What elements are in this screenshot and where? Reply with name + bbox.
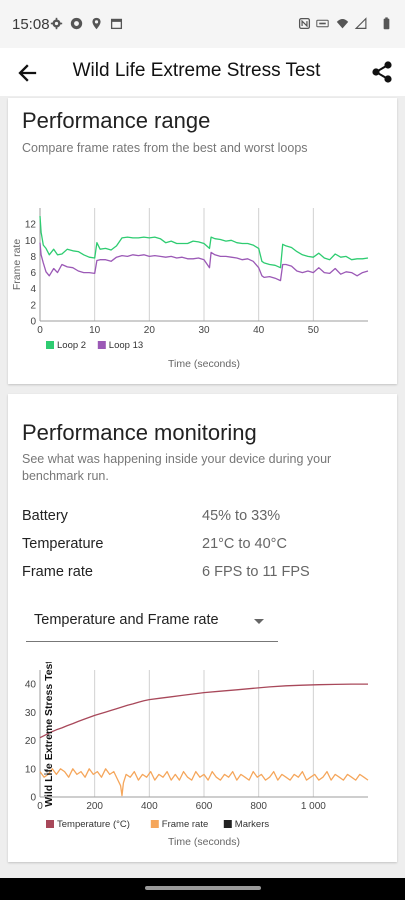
chart1-y-tick-label: 6 xyxy=(30,268,36,279)
chart1-series-line xyxy=(39,216,369,269)
performance-range-subtitle: Compare frame rates from the best and wo… xyxy=(22,141,308,155)
chart1-x-tick-label: 0 xyxy=(37,325,43,336)
home-gesture-handle[interactable] xyxy=(145,886,261,890)
dropdown-arrow-icon xyxy=(254,619,264,624)
performance-monitoring-card: Performance monitoring See what was happ… xyxy=(8,394,397,862)
chart2-x-tick-label: 0 xyxy=(37,801,43,812)
chart1-legend-label: Loop 2 xyxy=(57,340,86,351)
chart1-legend-label: Loop 13 xyxy=(109,340,143,351)
page-title: Wild Life Extreme Stress Test xyxy=(72,60,321,81)
chart2-series-line xyxy=(39,683,368,739)
chart2-x-axis-label: Time (seconds) xyxy=(168,836,240,848)
chart1-x-tick-label: 20 xyxy=(144,325,156,336)
chart2-x-tick-label: 400 xyxy=(141,801,158,812)
share-icon[interactable] xyxy=(369,58,395,86)
chart2-y-tick-label: 10 xyxy=(25,764,37,775)
stat-value-battery: 45% to 33% xyxy=(202,508,281,524)
lte-signal-status-icon xyxy=(354,17,367,29)
chart1-y-tick-label: 12 xyxy=(25,220,37,231)
performance-range-card: Performance range Compare frame rates fr… xyxy=(8,98,397,384)
chart2-legend-swatch xyxy=(46,820,54,828)
chart2-x-tick-label: 200 xyxy=(86,801,103,812)
performance-range-title: Performance range xyxy=(22,108,211,133)
chart1-x-tick-label: 40 xyxy=(253,325,265,336)
navigation-bar xyxy=(0,878,405,900)
status-time: 15:08 xyxy=(12,16,50,33)
location-status-icon xyxy=(92,17,101,30)
dropdown-selected-value: Temperature and Frame rate xyxy=(34,612,219,628)
chart-metric-dropdown[interactable]: Temperature and Frame rate xyxy=(26,604,278,642)
chart1-x-axis-label: Time (seconds) xyxy=(168,358,240,370)
chart2-legend-swatch xyxy=(223,820,232,828)
chart1-y-axis-label: Frame rate xyxy=(11,239,23,291)
chart1-legend-swatch xyxy=(46,341,54,349)
chart1-x-tick-label: 30 xyxy=(198,325,210,336)
volte-status-icon xyxy=(316,19,329,28)
status-bar: 15:08 xyxy=(0,0,405,48)
chart2-y-tick-label: 0 xyxy=(30,793,36,804)
chart1-y-tick-label: 2 xyxy=(30,300,36,311)
chart2-legend-swatch xyxy=(150,820,159,828)
chart2-x-tick-label: 1 000 xyxy=(301,801,326,812)
performance-monitoring-title: Performance monitoring xyxy=(22,420,257,445)
stat-label-battery: Battery xyxy=(22,508,68,524)
chart2-x-tick-label: 800 xyxy=(250,801,267,812)
nfc-status-icon xyxy=(298,17,311,30)
stat-value-temperature: 21°C to 40°C xyxy=(202,536,287,552)
chart1-x-tick-label: 50 xyxy=(308,325,320,336)
stat-label-temperature: Temperature xyxy=(22,536,104,552)
chart1-series-line xyxy=(39,242,369,282)
app-bar: Wild Life Extreme Stress Test xyxy=(0,48,405,96)
chart2-y-tick-label: 20 xyxy=(25,736,37,747)
chart2-series-line xyxy=(39,768,369,797)
back-arrow-icon[interactable] xyxy=(12,58,42,88)
chart1-y-tick-label: 4 xyxy=(30,284,36,295)
stat-label-frame-rate: Frame rate xyxy=(22,564,93,580)
data-saver-status-icon xyxy=(70,17,83,30)
stat-value-frame-rate: 6 FPS to 11 FPS xyxy=(202,564,310,580)
chart1-x-tick-label: 10 xyxy=(89,325,101,336)
chart2-legend-label: Temperature (°C) xyxy=(57,819,130,830)
chart1-y-tick-label: 10 xyxy=(25,236,37,247)
chart2-legend-label: Frame rate xyxy=(162,819,208,830)
chart1-legend-swatch xyxy=(97,341,106,349)
chart2-y-axis-label: Wild Life Extreme Stress Test xyxy=(43,662,55,807)
battery-status-icon xyxy=(383,17,390,30)
frame-rate-loop-chart: 0 2 4 6 8 10 12 0 10 20 30 40 50 Loop 2 Loop 13 Time (s… xyxy=(11,208,369,370)
chart2-y-tick-label: 40 xyxy=(25,680,37,691)
chart2-y-tick-label: 30 xyxy=(25,708,37,719)
settings-status-icon xyxy=(50,17,63,30)
chart1-y-tick-label: 8 xyxy=(30,252,36,263)
chart2-x-tick-label: 600 xyxy=(196,801,213,812)
performance-monitoring-subtitle: See what was happening inside your devic… xyxy=(22,452,332,483)
chart2-legend-label: Markers xyxy=(235,819,270,830)
wifi-status-icon xyxy=(336,19,349,29)
calendar-status-icon xyxy=(110,18,123,30)
chart1-y-tick-label: 0 xyxy=(30,317,36,328)
